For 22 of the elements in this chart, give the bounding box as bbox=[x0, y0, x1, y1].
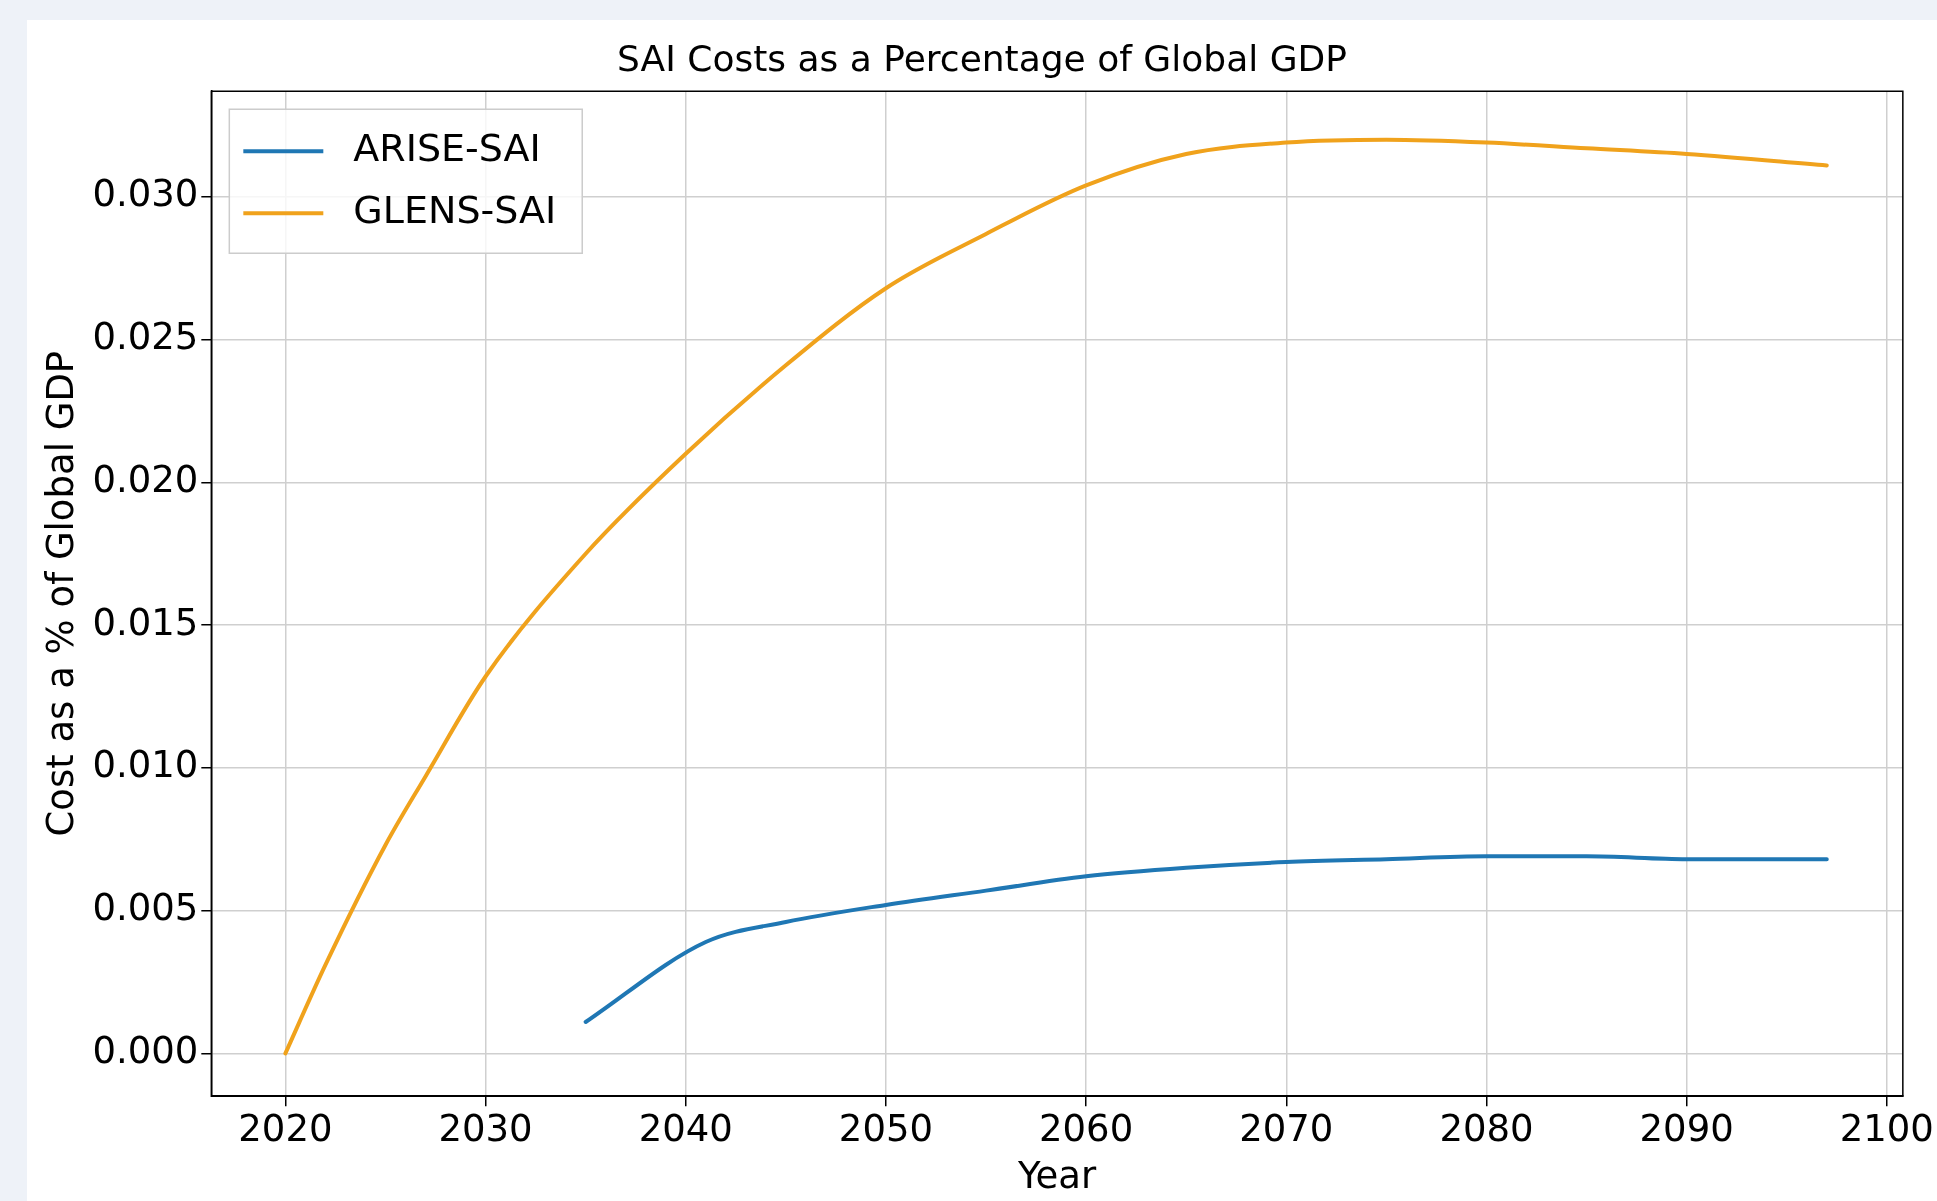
x-tick-label: 2080 bbox=[1439, 1107, 1534, 1151]
y-tick-label: 0.000 bbox=[92, 1028, 199, 1072]
x-tick-label: 2050 bbox=[838, 1107, 934, 1151]
chart-title: SAI Costs as a Percentage of Global GDP bbox=[617, 37, 1347, 79]
y-tick-label: 0.020 bbox=[92, 457, 199, 501]
x-tick-label: 2060 bbox=[1039, 1107, 1134, 1151]
y-tick-label: 0.025 bbox=[92, 315, 199, 359]
y-tick-label: 0.030 bbox=[92, 172, 199, 216]
legend-label: ARISE-SAI bbox=[353, 126, 541, 171]
y-tick-label: 0.015 bbox=[92, 600, 199, 644]
line-series bbox=[583, 854, 1829, 1024]
y-tick-label: 0.005 bbox=[92, 886, 199, 930]
x-tick-label: 2020 bbox=[238, 1107, 333, 1151]
x-tick-label: 2040 bbox=[638, 1107, 733, 1151]
y-axis-title: Cost as a % of Global GDP bbox=[38, 350, 82, 837]
legend-label: GLENS-SAI bbox=[353, 188, 557, 233]
x-axis-title: Year bbox=[1016, 1154, 1098, 1198]
x-tick-label: 2070 bbox=[1239, 1107, 1334, 1151]
x-tick-label: 2090 bbox=[1639, 1107, 1734, 1151]
y-tick-label: 0.010 bbox=[92, 743, 199, 787]
x-tick-label: 2030 bbox=[438, 1107, 533, 1151]
x-tick-label: 2100 bbox=[1839, 1107, 1934, 1151]
